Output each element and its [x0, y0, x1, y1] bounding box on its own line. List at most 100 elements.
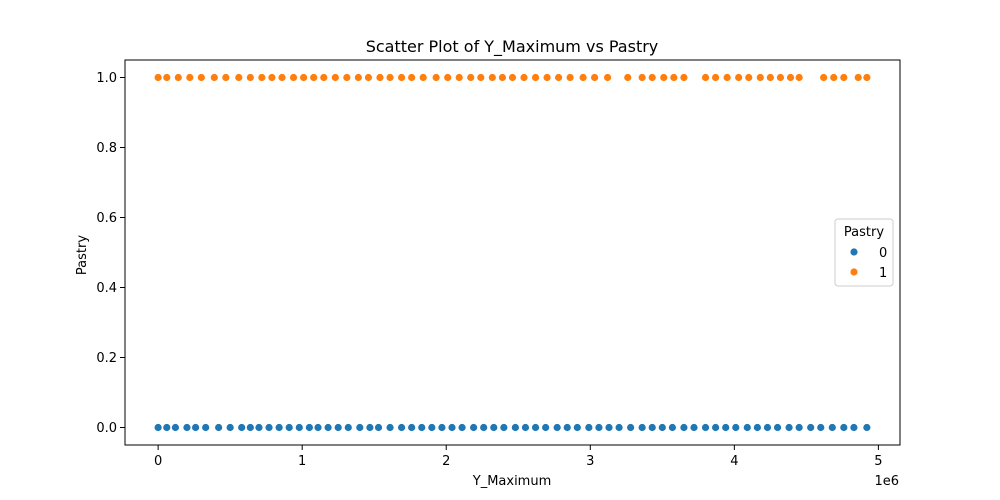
- data-point: [554, 73, 563, 82]
- data-point: [578, 73, 588, 82]
- data-point: [443, 73, 453, 82]
- data-point: [364, 73, 373, 82]
- x-tick-label: 2: [442, 454, 450, 469]
- data-point: [234, 73, 244, 82]
- data-point: [191, 423, 200, 432]
- data-point: [264, 423, 274, 432]
- data-point: [267, 73, 277, 82]
- data-point: [711, 73, 721, 82]
- data-point: [162, 423, 172, 432]
- y-tick-label: 0.2: [96, 351, 117, 366]
- data-point: [508, 73, 517, 82]
- data-point: [417, 423, 427, 432]
- legend-marker-1: [849, 267, 859, 277]
- data-point: [721, 423, 731, 432]
- data-point: [309, 73, 319, 82]
- data-point: [284, 423, 294, 432]
- data-point: [744, 73, 754, 82]
- data-point: [277, 73, 287, 82]
- data-point: [679, 423, 689, 432]
- data-point: [418, 73, 428, 82]
- x-tick-label: 1: [298, 454, 306, 469]
- data-point: [375, 73, 385, 82]
- legend: Pastry 0 1: [834, 218, 894, 287]
- x-tick-label: 5: [874, 454, 882, 469]
- data-point: [209, 73, 219, 82]
- data-point: [711, 423, 721, 432]
- data-point: [763, 423, 772, 432]
- data-point: [637, 73, 647, 82]
- data-point: [289, 73, 298, 82]
- data-point: [245, 423, 255, 432]
- data-point: [479, 423, 489, 432]
- data-point: [299, 73, 309, 82]
- data-point: [531, 73, 540, 82]
- data-point: [590, 73, 600, 82]
- data-point: [274, 423, 284, 432]
- data-point: [466, 73, 476, 82]
- series-0: [153, 423, 872, 432]
- data-point: [447, 423, 457, 432]
- data-point: [487, 73, 497, 82]
- data-point: [431, 73, 441, 82]
- data-point: [374, 423, 383, 432]
- data-point: [552, 423, 562, 432]
- data-point: [330, 73, 340, 82]
- data-point: [201, 423, 211, 432]
- data-point: [604, 423, 614, 432]
- data-point: [454, 73, 464, 82]
- y-tick-label: 1.0: [96, 71, 117, 86]
- data-point: [827, 423, 837, 432]
- data-point: [162, 73, 172, 82]
- data-point: [542, 73, 552, 82]
- data-point: [584, 423, 594, 432]
- data-point: [237, 423, 247, 432]
- data-point: [510, 423, 520, 432]
- data-point: [773, 423, 782, 432]
- data-point: [171, 423, 180, 432]
- data-point: [657, 423, 667, 432]
- chart-title: Scatter Plot of Y_Maximum vs Pastry: [366, 37, 659, 57]
- data-point: [185, 73, 195, 82]
- data-point: [862, 423, 872, 432]
- y-tick-label: 0.4: [96, 281, 117, 296]
- data-point: [397, 423, 406, 432]
- data-point: [701, 423, 710, 432]
- data-point: [407, 73, 417, 82]
- data-point: [839, 73, 849, 82]
- data-point: [519, 73, 529, 82]
- data-point: [313, 423, 323, 432]
- data-point: [221, 73, 231, 82]
- data-point: [499, 423, 509, 432]
- legend-label-0: 0: [879, 246, 887, 261]
- data-point: [806, 423, 816, 432]
- data-point: [365, 423, 375, 432]
- data-point: [304, 423, 314, 432]
- data-point: [572, 423, 582, 432]
- data-point: [755, 73, 765, 82]
- data-point: [784, 423, 794, 432]
- data-point: [647, 73, 657, 82]
- data-point: [647, 423, 657, 432]
- data-point: [765, 73, 775, 82]
- y-tick-label: 0.0: [96, 421, 117, 436]
- data-point: [498, 73, 507, 82]
- data-point: [521, 423, 530, 432]
- legend-title: Pastry: [844, 225, 884, 240]
- data-point: [786, 73, 795, 82]
- data-point: [153, 423, 163, 432]
- data-point: [427, 423, 437, 432]
- data-point: [489, 423, 499, 432]
- data-point: [722, 73, 732, 82]
- data-point: [623, 73, 633, 82]
- legend-marker-0: [849, 247, 859, 257]
- data-point: [385, 423, 395, 432]
- data-point: [333, 423, 343, 432]
- data-point: [257, 73, 267, 82]
- data-point: [245, 73, 255, 82]
- data-point: [355, 423, 365, 432]
- x-axis-label: Y_Maximum: [472, 474, 552, 489]
- data-point: [776, 73, 785, 82]
- data-point: [182, 423, 192, 432]
